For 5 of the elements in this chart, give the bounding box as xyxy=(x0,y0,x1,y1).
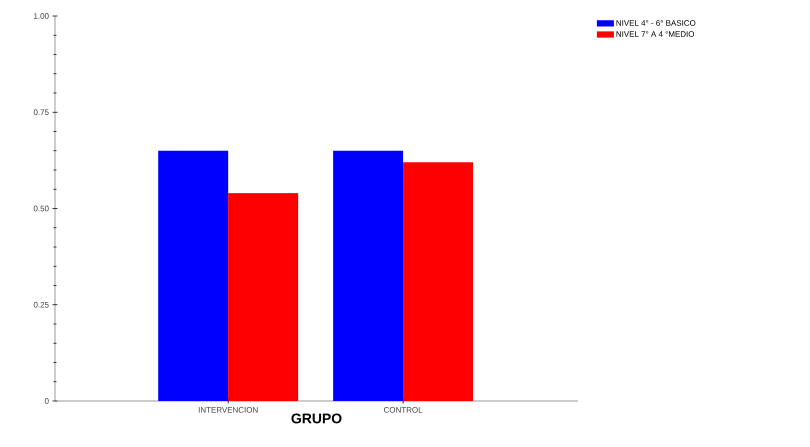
bar xyxy=(158,150,228,401)
bar xyxy=(333,150,404,401)
x-axis-title: GRUPO xyxy=(292,413,342,424)
bar xyxy=(403,162,474,401)
bar xyxy=(228,193,298,401)
